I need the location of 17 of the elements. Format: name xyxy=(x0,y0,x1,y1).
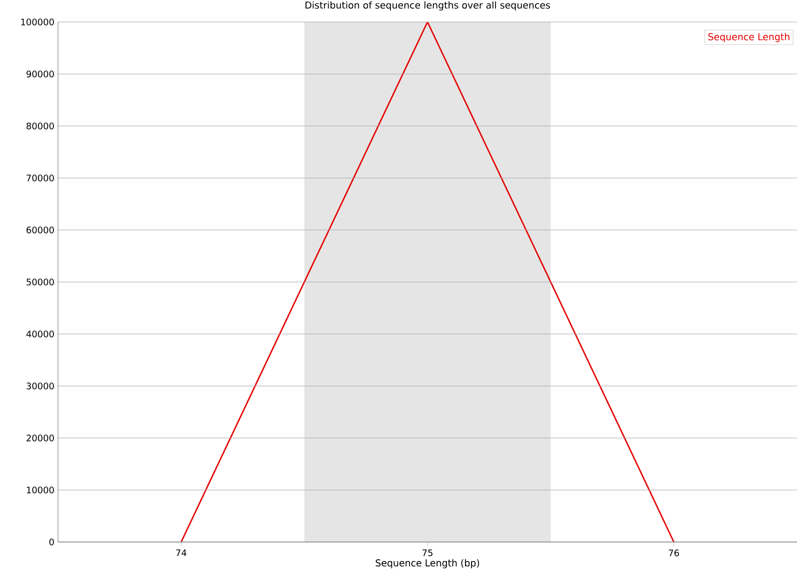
y-tick-label: 30000 xyxy=(26,382,54,390)
x-tick-label: 76 xyxy=(668,550,679,556)
y-tick-label: 100000 xyxy=(21,18,54,26)
y-tick-label: 90000 xyxy=(26,70,54,78)
y-tick-label: 10000 xyxy=(26,486,54,494)
y-tick-label: 40000 xyxy=(26,330,54,338)
y-tick-label: 70000 xyxy=(26,174,54,182)
y-tick-label: 80000 xyxy=(26,122,54,130)
chart-title: Distribution of sequence lengths over all sequences xyxy=(306,1,550,10)
y-tick-label: 50000 xyxy=(26,278,54,286)
text: Sequence Length xyxy=(708,32,790,42)
y-tick-label: 0 xyxy=(49,538,54,546)
x-tick-label: 75 xyxy=(422,550,432,556)
y-tick-label: 20000 xyxy=(26,434,54,442)
y-tick-label: 60000 xyxy=(26,226,54,234)
x-tick-label: 74 xyxy=(176,550,186,556)
x-axis-title: Sequence Length (bp) xyxy=(376,559,480,568)
